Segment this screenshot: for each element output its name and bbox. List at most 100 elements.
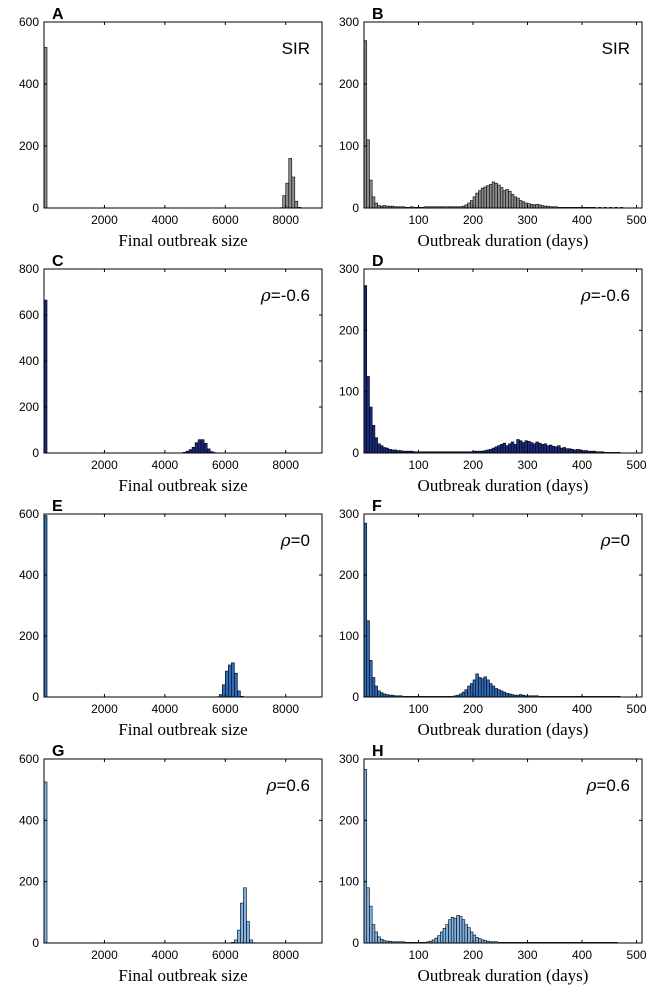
histogram-bar xyxy=(200,439,205,454)
histogram-bar xyxy=(434,937,438,944)
x-axis-label: Final outbreak size xyxy=(118,476,247,495)
axes-frame xyxy=(363,758,643,944)
histogram-bar xyxy=(483,186,487,209)
histogram-bar xyxy=(445,924,449,944)
panel-annotation: ρ=0 xyxy=(600,531,630,551)
histogram-bar xyxy=(366,376,370,454)
histogram-bar xyxy=(385,447,389,454)
histogram-bar xyxy=(478,938,482,944)
histogram-bar xyxy=(366,887,370,944)
histogram-bar xyxy=(505,445,509,454)
x-tick-label: 100 xyxy=(408,948,428,962)
histogram-bar xyxy=(467,927,471,944)
histogram-bar xyxy=(237,690,241,698)
x-tick-label: 200 xyxy=(463,213,483,227)
histogram-bar xyxy=(494,446,498,454)
histogram-bar xyxy=(497,689,501,698)
panel-letter: H xyxy=(372,743,384,760)
histogram-bar xyxy=(510,441,515,454)
y-tick-label: 600 xyxy=(19,15,39,29)
axes-frame xyxy=(363,513,643,698)
histogram-bar xyxy=(499,187,504,209)
histogram-bar xyxy=(197,439,202,454)
x-tick-label: 6000 xyxy=(212,948,239,962)
x-tick-label: 400 xyxy=(572,702,592,716)
histogram-bar xyxy=(191,446,196,454)
histogram-bar xyxy=(499,690,504,698)
histogram-bar xyxy=(377,443,381,454)
y-tick-label: 0 xyxy=(352,936,359,950)
histogram-bar xyxy=(519,200,523,209)
histogram-bar xyxy=(508,190,512,209)
histogram-bar xyxy=(450,916,455,944)
histogram-bar xyxy=(453,918,457,944)
histogram-bar xyxy=(374,685,378,698)
y-tick-label: 0 xyxy=(32,936,39,950)
histogram-bar xyxy=(549,444,553,454)
histogram-bar xyxy=(382,447,387,454)
y-tick-label: 600 xyxy=(19,507,39,521)
x-axis-label: Final outbreak size xyxy=(118,231,247,250)
panel-e: 2000 4000 6000 8000 0 200 400 600 Final outbreak… xyxy=(19,498,323,739)
panel-letter: F xyxy=(372,498,382,515)
histogram-bar xyxy=(502,691,507,698)
x-tick-label: 500 xyxy=(627,213,646,227)
histogram-bar xyxy=(478,190,482,209)
histogram-bar xyxy=(369,660,373,698)
panel-f: 100 200 300 400 500 0 100 200 300 Outbreak durati… xyxy=(339,498,646,739)
histogram-bar xyxy=(538,442,542,454)
panel-letter: E xyxy=(52,498,63,515)
y-tick-label: 200 xyxy=(19,400,39,414)
x-tick-label: 4000 xyxy=(152,458,179,472)
histogram-bar xyxy=(565,448,569,454)
histogram-bar xyxy=(237,929,241,944)
histogram-bar xyxy=(374,202,378,209)
x-tick-label: 500 xyxy=(627,458,646,472)
histogram-bar xyxy=(380,445,384,454)
histogram-bar xyxy=(456,915,460,944)
panel-h: 100 200 300 400 500 0 100 200 300 Outbreak durati… xyxy=(339,743,646,985)
histogram-bar xyxy=(568,448,572,454)
x-tick-label: 300 xyxy=(518,948,538,962)
histogram-bar xyxy=(480,678,485,698)
axes-frame xyxy=(43,513,323,698)
histogram-bar xyxy=(491,685,496,698)
y-tick-label: 0 xyxy=(32,201,39,215)
histogram-bar xyxy=(475,192,479,209)
histogram-bar xyxy=(546,445,550,454)
panel-a: 2000 4000 6000 8000 0 200 400 600 Final outbreak… xyxy=(19,6,323,250)
histogram-bar xyxy=(529,442,534,454)
histogram-bar xyxy=(246,921,250,944)
panel-annotation: SIR xyxy=(282,39,310,58)
y-tick-label: 100 xyxy=(339,875,359,889)
x-tick-label: 400 xyxy=(572,458,592,472)
panel-b: 100 200 300 400 500 0 100 200 300 Outbreak durati… xyxy=(339,6,646,250)
axes-frame xyxy=(43,758,323,944)
histogram-bar xyxy=(380,692,384,698)
histogram-bar xyxy=(510,194,515,209)
y-tick-label: 100 xyxy=(339,139,359,153)
histogram-bar xyxy=(489,184,493,209)
x-tick-label: 2000 xyxy=(91,948,118,962)
histogram-bar xyxy=(448,919,452,944)
y-tick-label: 0 xyxy=(352,690,359,704)
panel-annotation: SIR xyxy=(602,39,630,58)
histogram-bar xyxy=(554,446,558,454)
x-tick-label: 8000 xyxy=(272,458,299,472)
histogram-bar xyxy=(521,201,526,209)
panel-annotation: ρ=0.6 xyxy=(265,776,310,796)
axes-frame xyxy=(363,268,643,454)
histogram-bar xyxy=(505,693,509,698)
histogram-bar xyxy=(440,931,444,944)
histogram-bar xyxy=(562,447,566,454)
histogram-bar xyxy=(371,677,376,698)
histogram-bar xyxy=(497,184,501,209)
y-tick-label: 0 xyxy=(352,446,359,460)
histogram-bar xyxy=(188,449,193,454)
x-tick-label: 8000 xyxy=(272,702,299,716)
histogram-bar xyxy=(461,691,466,698)
x-tick-label: 400 xyxy=(572,948,592,962)
x-tick-label: 200 xyxy=(463,458,483,472)
histogram-bar xyxy=(532,443,537,454)
